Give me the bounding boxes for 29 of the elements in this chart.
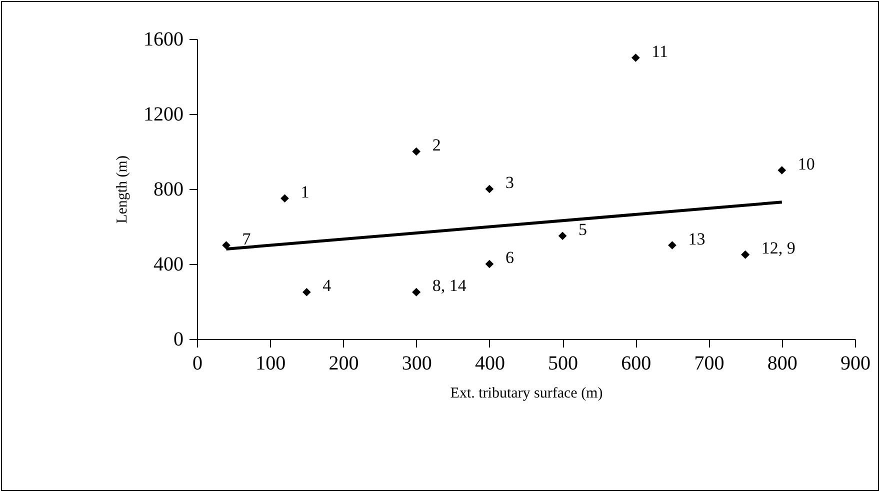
x-tick-label: 200	[328, 352, 359, 374]
annotation: 13	[688, 229, 706, 248]
x-tick-label: 500	[548, 352, 578, 374]
y-tick-label: 0	[174, 328, 184, 350]
x-tick-label: 300	[402, 352, 432, 374]
annotation: 8, 14	[432, 276, 467, 296]
x-tick-label: 600	[621, 352, 652, 374]
x-axis-title: Ext. tributary surface (m)	[450, 386, 603, 402]
annotation: 10	[798, 154, 815, 174]
annotation: 12, 9	[761, 238, 796, 258]
annotation: 11	[652, 42, 668, 61]
x-tick-label: 800	[767, 352, 798, 374]
annotation: 3	[505, 173, 514, 192]
annotation: 4	[322, 276, 332, 296]
x-tick-label: 900	[840, 352, 870, 374]
y-axis-title: Length (m)	[114, 156, 130, 224]
x-tick-label: 0	[192, 352, 202, 374]
y-tick-label: 800	[154, 178, 184, 200]
annotation: 1	[300, 182, 310, 202]
y-tick-label: 1200	[144, 104, 184, 126]
y-tick-label: 1600	[144, 28, 184, 50]
annotation: 5	[578, 220, 588, 239]
annotation: 7	[242, 229, 252, 248]
y-tick-label: 400	[154, 254, 184, 276]
annotation: 6	[505, 248, 514, 267]
annotation: 2	[432, 136, 441, 154]
x-tick-label: 100	[256, 352, 286, 374]
x-tick-label: 400	[474, 352, 505, 374]
x-tick-label: 700	[694, 352, 724, 374]
